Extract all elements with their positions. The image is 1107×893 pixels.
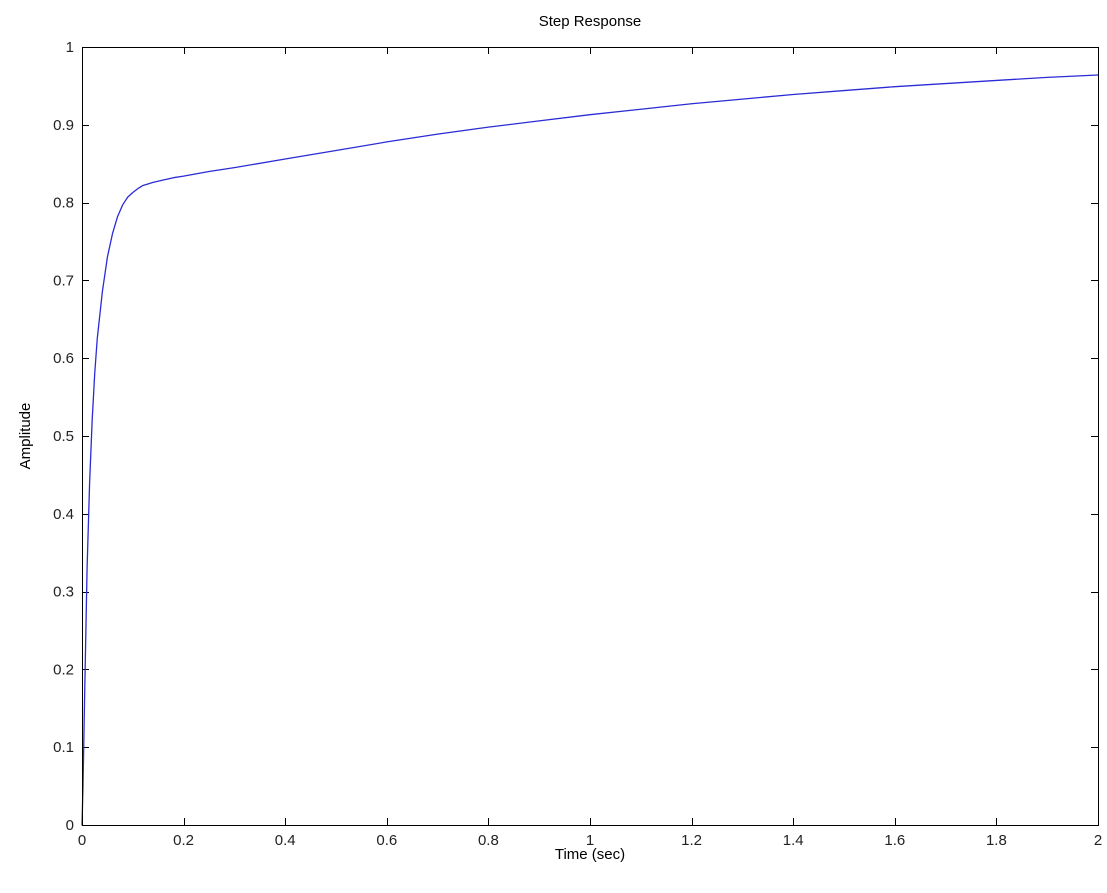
x-tick-label: 1.8 <box>986 832 1007 849</box>
chart-title: Step Response <box>539 13 642 30</box>
plot-area <box>82 47 1098 825</box>
plot-frame <box>82 47 1099 826</box>
x-tick-label: 0.4 <box>275 832 296 849</box>
y-tick-label: 1 <box>66 39 74 56</box>
x-tick-label: 0 <box>78 832 86 849</box>
x-tick-label: 0.2 <box>173 832 194 849</box>
x-tick-label: 0.6 <box>376 832 397 849</box>
y-tick-label: 0.7 <box>53 272 74 289</box>
x-axis-label: Time (sec) <box>555 846 625 863</box>
y-tick-label: 0.9 <box>53 117 74 134</box>
x-tick-label: 1.2 <box>681 832 702 849</box>
y-tick-label: 0.1 <box>53 739 74 756</box>
y-axis-label: Amplitude <box>17 403 34 470</box>
y-tick-label: 0.8 <box>53 195 74 212</box>
x-tick-label: 1 <box>586 832 594 849</box>
x-tick-label: 0.8 <box>478 832 499 849</box>
y-tick-label: 0.5 <box>53 428 74 445</box>
step-response-line <box>81 74 1099 826</box>
y-tick-label: 0.2 <box>53 661 74 678</box>
x-tick-label: 1.4 <box>783 832 804 849</box>
y-tick-label: 0.4 <box>53 506 74 523</box>
y-tick-label: 0.6 <box>53 350 74 367</box>
x-tick-label: 2 <box>1094 832 1102 849</box>
y-tick-label: 0.3 <box>53 584 74 601</box>
y-tick-label: 0 <box>66 817 74 834</box>
ticks-layer: 0 0.2 0.4 0.6 0.8 1 1.2 1.4 1.6 1.8 2 0 0.1 0.2 0.3 0.4… <box>53 39 1102 849</box>
series-layer <box>81 74 1099 826</box>
x-tick-label: 1.6 <box>884 832 905 849</box>
